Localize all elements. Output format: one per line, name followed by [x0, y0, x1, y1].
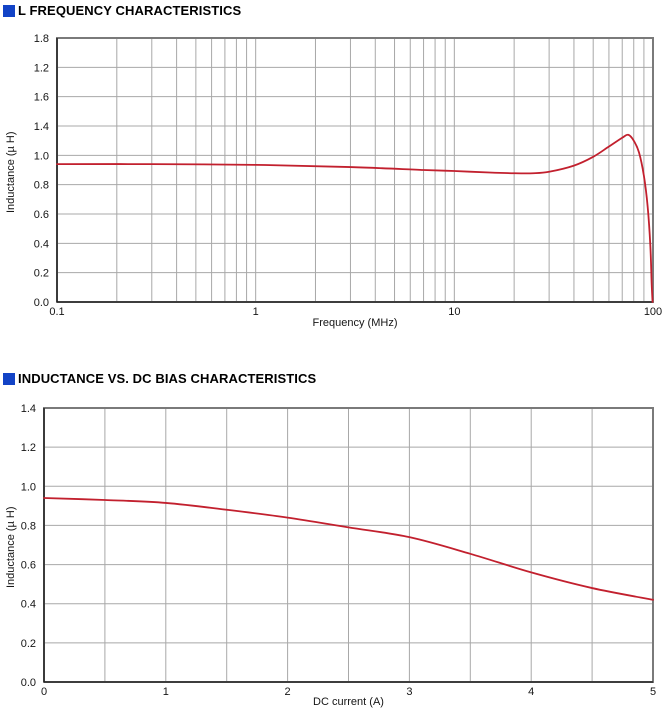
dc-bias-chart-x-axis-label: DC current (A)	[313, 696, 384, 708]
x-tick-label: 3	[406, 686, 412, 698]
x-tick-label: 100	[644, 306, 662, 318]
y-tick-label: 0.0	[34, 297, 49, 309]
y-tick-label: 1.2	[34, 62, 49, 74]
y-tick-label: 0.4	[34, 238, 49, 250]
y-tick-label: 1.2	[21, 442, 36, 454]
data-curve-1	[43, 497, 654, 601]
x-tick-label: 10	[448, 306, 460, 318]
y-tick-label: 1.0	[34, 150, 49, 162]
frequency-chart-x-axis-label: Frequency (MHz)	[312, 317, 398, 329]
y-tick-label: 0.4	[21, 599, 36, 611]
y-tick-label: 0.0	[21, 677, 36, 689]
x-tick-label: 1	[163, 686, 169, 698]
y-tick-label: 1.4	[21, 403, 36, 415]
plot-border-0	[56, 37, 654, 303]
y-tick-label: 0.2	[21, 638, 36, 650]
y-tick-label: 1.4	[34, 121, 49, 133]
x-tick-label: 2	[285, 686, 291, 698]
y-tick-label: 1.8	[34, 33, 49, 45]
frequency-chart-title-text: L FREQUENCY CHARACTERISTICS	[18, 3, 242, 18]
data-curve-0	[56, 133, 654, 303]
y-tick-label: 1.0	[21, 481, 36, 493]
grid-lines-1	[43, 407, 654, 683]
x-tick-label: 5	[650, 686, 656, 698]
x-tick-label: 1	[253, 306, 259, 318]
y-tick-label: 0.8	[21, 520, 36, 532]
y-tick-label: 1.6	[34, 92, 49, 104]
y-tick-label: 0.2	[34, 268, 49, 280]
grid-lines-0	[56, 37, 654, 303]
y-tick-label: 0.6	[21, 560, 36, 572]
y-tick-label: 0.6	[34, 209, 49, 221]
x-tick-label: 0.1	[49, 306, 64, 318]
dc-bias-chart-title-text: INDUCTANCE VS. DC BIAS CHARACTERISTICS	[18, 371, 317, 386]
dc-bias-chart-title: INDUCTANCE VS. DC BIAS CHARACTERISTICS	[3, 371, 316, 386]
title-bullet-icon	[3, 372, 15, 385]
x-tick-label: 4	[528, 686, 534, 698]
x-tick-label: 0	[41, 686, 47, 698]
frequency-chart-title: L FREQUENCY CHARACTERISTICS	[3, 3, 241, 18]
title-bullet-icon	[3, 4, 15, 17]
y-tick-label: 0.8	[34, 180, 49, 192]
